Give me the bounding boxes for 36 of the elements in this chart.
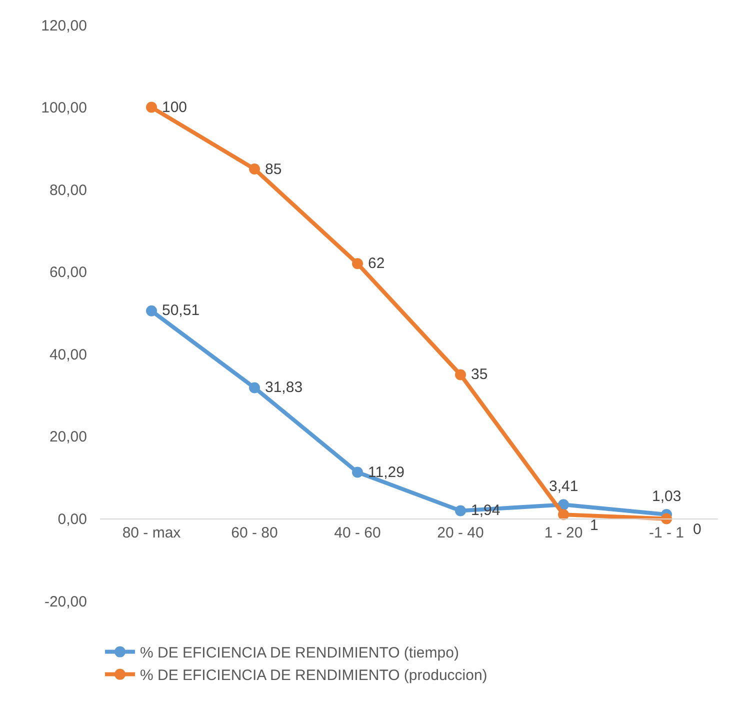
data-label: 50,51 — [162, 302, 200, 319]
point — [249, 382, 260, 394]
point — [558, 509, 569, 520]
point — [249, 164, 260, 174]
data-label: 100 — [162, 99, 188, 116]
data-label: 11,29 — [368, 464, 404, 481]
y-tick-label: 120,00 — [41, 17, 87, 34]
y-tick-label: -20,00 — [44, 593, 87, 610]
legend-label: % DE EFICIENCIA DE RENDIMIENTO (produccion) — [140, 667, 488, 684]
x-tick-label: 80 - max — [122, 524, 182, 542]
legend-label: % DE EFICIENCIA DE RENDIMIENTO (tiempo) — [140, 644, 459, 662]
y-tick-label: 100,00 — [41, 100, 87, 117]
y-tick-label: 0,00 — [58, 510, 87, 528]
y-tick-label: 40,00 — [49, 346, 87, 364]
data-label: 85 — [265, 161, 282, 178]
point — [455, 369, 466, 380]
x-tick-label: 40 - 60 — [334, 524, 381, 542]
point — [352, 466, 363, 478]
data-label: 1,03 — [652, 488, 682, 505]
x-tick-label: 20 - 40 — [437, 524, 484, 542]
point — [352, 258, 363, 270]
x-tick-label: 1 - 20 — [544, 524, 583, 542]
y-tick-label: 60,00 — [49, 264, 87, 282]
y-tick-label: 20,00 — [49, 428, 87, 446]
x-tick-label: 60 - 80 — [231, 524, 278, 542]
data-label: 3,41 — [549, 478, 578, 495]
point — [455, 505, 466, 516]
data-label: 0 — [693, 521, 702, 538]
data-label: 62 — [368, 255, 385, 272]
data-label: 1 — [590, 517, 598, 534]
point — [146, 102, 157, 113]
data-label: 35 — [471, 366, 488, 383]
y-tick-label: 80,00 — [49, 182, 87, 199]
point — [146, 305, 157, 316]
data-label: 31,83 — [265, 379, 303, 396]
x-tick-label: -1 - 1 — [648, 524, 684, 542]
